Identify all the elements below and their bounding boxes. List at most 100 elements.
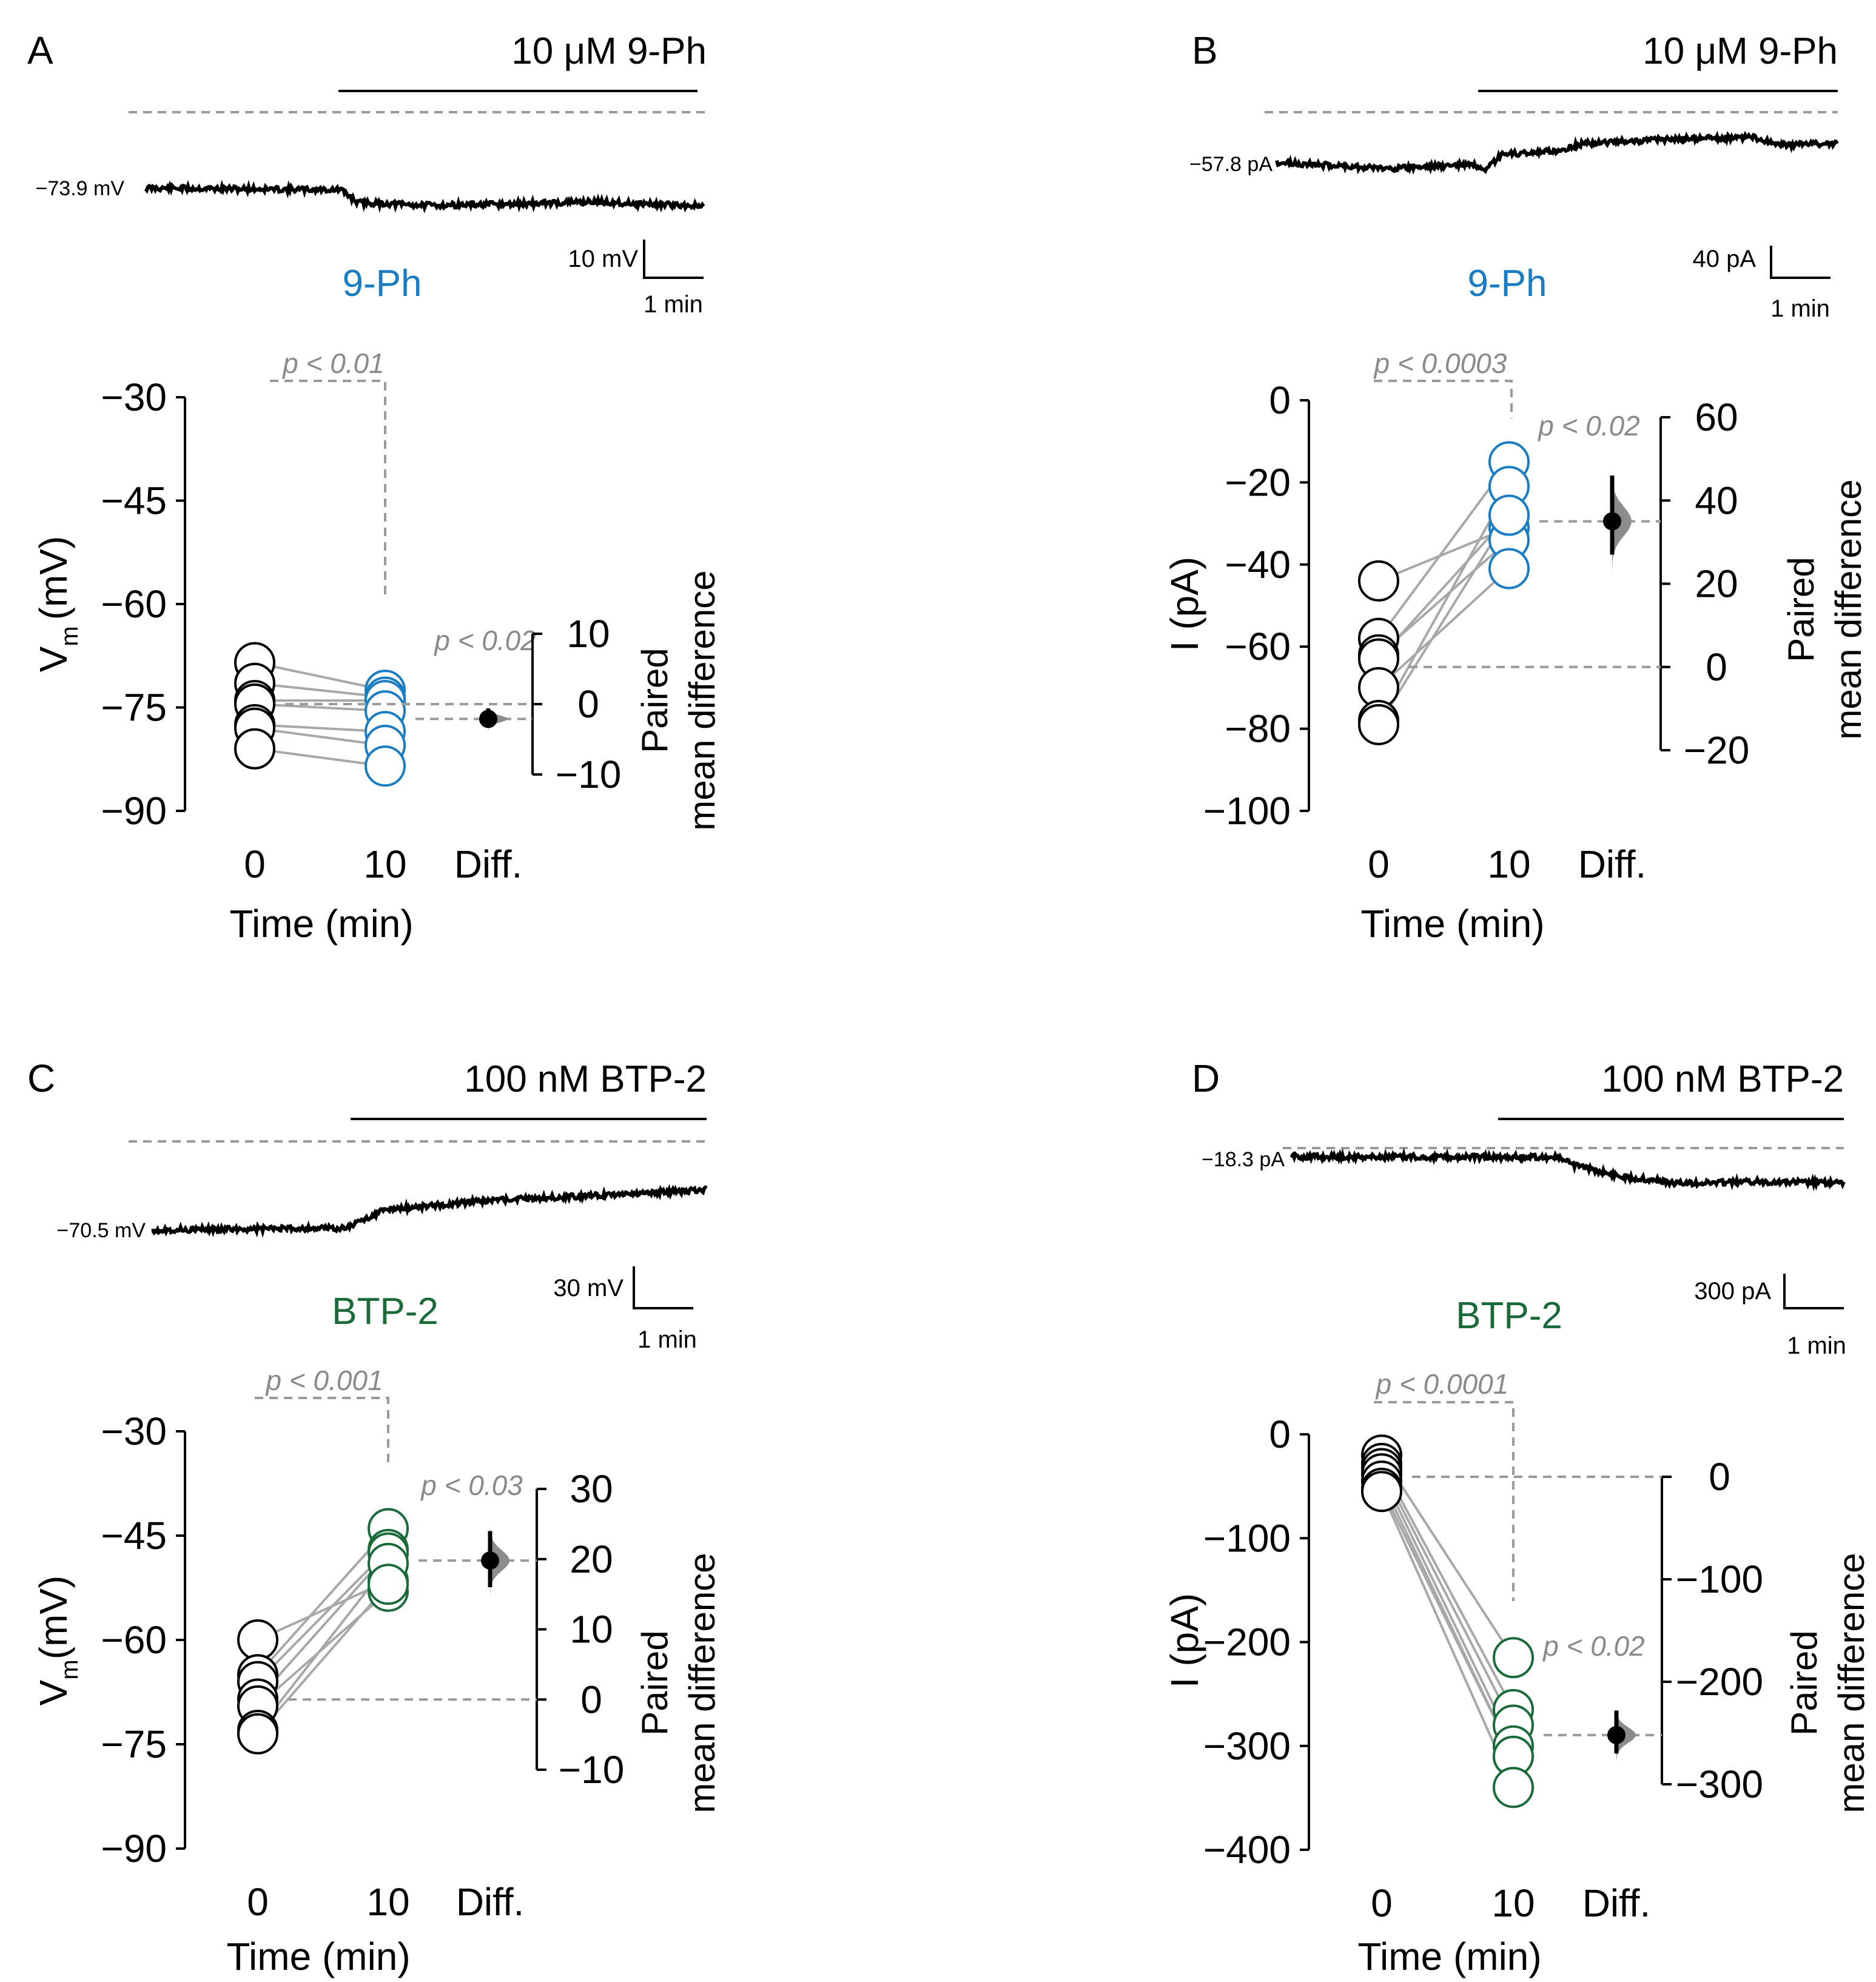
panel-letter-b: B [1192, 29, 1218, 72]
category-label-2: Diff. [1578, 842, 1647, 886]
point-baseline-6 [1361, 1471, 1402, 1513]
point-treatment-0 [1493, 1637, 1534, 1679]
p-main-bracket-d [1374, 1401, 1515, 1601]
ytick-label-0: 0 [1269, 378, 1291, 422]
pair-line-4 [254, 723, 386, 733]
diff-label-d: Paired mean difference [1784, 1553, 1872, 1813]
category-label-0: 0 [244, 842, 266, 886]
main-axis-b: 0 −20 −40 −60 −80 −100 [1203, 378, 1310, 833]
category-label-0: 0 [247, 1880, 269, 1924]
trace-baseline-label-a: −73.9 mV [36, 177, 125, 200]
point-baseline-0 [1358, 560, 1399, 602]
scale-y-label-d: 300 pA [1694, 1278, 1771, 1305]
ytick-label-1: −45 [101, 479, 167, 523]
diff-mean-point [1607, 1725, 1626, 1744]
trace-a [144, 180, 705, 213]
panel-letter-a: A [27, 29, 53, 72]
pair-line-3 [1380, 1473, 1515, 1747]
xlabel-c: Time (min) [226, 1935, 410, 1978]
ylabel-main-d: I (pA) [1163, 1593, 1206, 1688]
ytick-label-0: −30 [101, 375, 167, 419]
category-label-2: Diff. [454, 842, 523, 886]
category-label-2: Diff. [1582, 1881, 1651, 1925]
ylabel-b: I (pA) [1163, 557, 1206, 651]
diff-tick-label-3: 0 [580, 1678, 602, 1721]
pair-line-5 [254, 727, 386, 747]
scale-bar-a [643, 240, 704, 279]
diff-tick-label-0: 30 [570, 1467, 613, 1511]
pair-line-2 [257, 1548, 389, 1683]
pair-line-6 [257, 1583, 389, 1735]
diff-tick-label-1: 20 [570, 1537, 613, 1581]
ytick-label-1: −20 [1225, 460, 1291, 504]
pair-line-1 [257, 1528, 389, 1676]
pair-line-1 [1377, 461, 1510, 639]
panel-c: C 100 nM BTP-2 −70.5 mV 30 mV 1 min BTP-… [27, 1057, 722, 1978]
xlabel-d: Time (min) [1357, 1935, 1541, 1978]
chart-title-a: 9-Ph [343, 263, 422, 304]
p-diff-label-d: p < 0.02 [1542, 1630, 1645, 1662]
scale-x-label-d: 1 min [1787, 1332, 1846, 1359]
ylabel-main-c: V [32, 1679, 75, 1705]
ytick-label-1: −45 [101, 1514, 167, 1557]
diff-mean-point [481, 1551, 499, 1570]
pair-line-1 [1380, 1463, 1515, 1710]
p-diff-label-a: p < 0.02 [433, 625, 536, 656]
diff-tick-label-3: −300 [1676, 1762, 1763, 1806]
diff-label-line2-c: mean difference [682, 1553, 722, 1813]
diff-tick-label-4: −20 [1684, 728, 1750, 772]
categories-c: 0 10 Diff. [247, 1880, 524, 1924]
diff-label-line1-b: Paired [1781, 557, 1821, 662]
diff-axis-d: 0 −100 −200 −300 [1412, 1455, 1763, 1806]
category-label-1: 10 [1487, 842, 1530, 886]
ylabel-main-a: V [32, 646, 75, 672]
ytick-label-3: −60 [1225, 625, 1291, 668]
ylabel-main-b: I (pA) [1163, 557, 1206, 651]
panel-a: A 10 μM 9-Ph −73.9 mV 10 mV 1 min 9-Ph −… [27, 29, 722, 946]
trace-d [1289, 1147, 1846, 1192]
diff-label-line1-a: Paired [634, 648, 675, 753]
scale-x-label-b: 1 min [1770, 295, 1830, 322]
bootstrap-distribution [490, 1500, 509, 1621]
pair-line-5 [257, 1562, 389, 1732]
point-baseline-6 [234, 728, 275, 770]
point-baseline-0 [237, 1619, 278, 1661]
p-main-label-d: p < 0.0001 [1375, 1368, 1509, 1400]
bootstrap-distribution [488, 698, 508, 739]
ytick-label-1: −100 [1203, 1516, 1291, 1560]
ylabel-c: Vm(mV) [32, 1576, 83, 1706]
drug-label-b: 10 μM 9-Ph [1642, 30, 1838, 72]
panel-letter-c: C [27, 1057, 55, 1100]
scale-x-label-c: 1 min [637, 1326, 697, 1353]
pairs-d [1361, 1434, 1534, 1809]
trace-baseline-label-d: −18.3 pA [1202, 1148, 1285, 1171]
scale-y-label-c: 30 mV [553, 1275, 624, 1302]
bootstrap-distribution [1612, 437, 1632, 606]
svg-text:Vm(mV): Vm(mV) [32, 1576, 83, 1706]
diff-axis-b: 60 40 20 0 −20 [1409, 395, 1749, 772]
pair-line-6 [1377, 514, 1510, 725]
p-main-label-b: p < 0.0003 [1373, 348, 1507, 379]
diff-label-c: Paired mean difference [634, 1553, 722, 1813]
ylabel-sub-c: m [56, 1659, 83, 1679]
pair-line-5 [1380, 1488, 1515, 1757]
scale-y-label-a: 10 mV [568, 246, 638, 272]
pair-line-0 [1380, 1454, 1515, 1659]
p-main-bracket-c [255, 1397, 389, 1465]
p-main-bracket-a [270, 380, 386, 597]
diff-tick-label-2: −200 [1676, 1660, 1763, 1704]
diff-tick-label-1: −100 [1676, 1557, 1763, 1601]
diff-label-b: Paired mean difference [1781, 479, 1869, 739]
scale-bar-d [1783, 1274, 1844, 1309]
diff-tick-label-1: 0 [577, 682, 599, 726]
diff-tick-label-1: 40 [1695, 479, 1738, 522]
pairs-a [234, 642, 406, 787]
trace-baseline-label-b: −57.8 pA [1189, 153, 1273, 176]
ytick-label-4: −90 [101, 1827, 167, 1870]
diff-label-line2-b: mean difference [1828, 479, 1869, 739]
panel-d: D 100 nM BTP-2 −18.3 pA 300 pA 1 min BTP… [1163, 1057, 1872, 1978]
category-label-2: Diff. [456, 1880, 525, 1924]
p-main-label-c: p < 0.001 [264, 1365, 383, 1396]
category-label-0: 0 [1371, 1881, 1393, 1925]
